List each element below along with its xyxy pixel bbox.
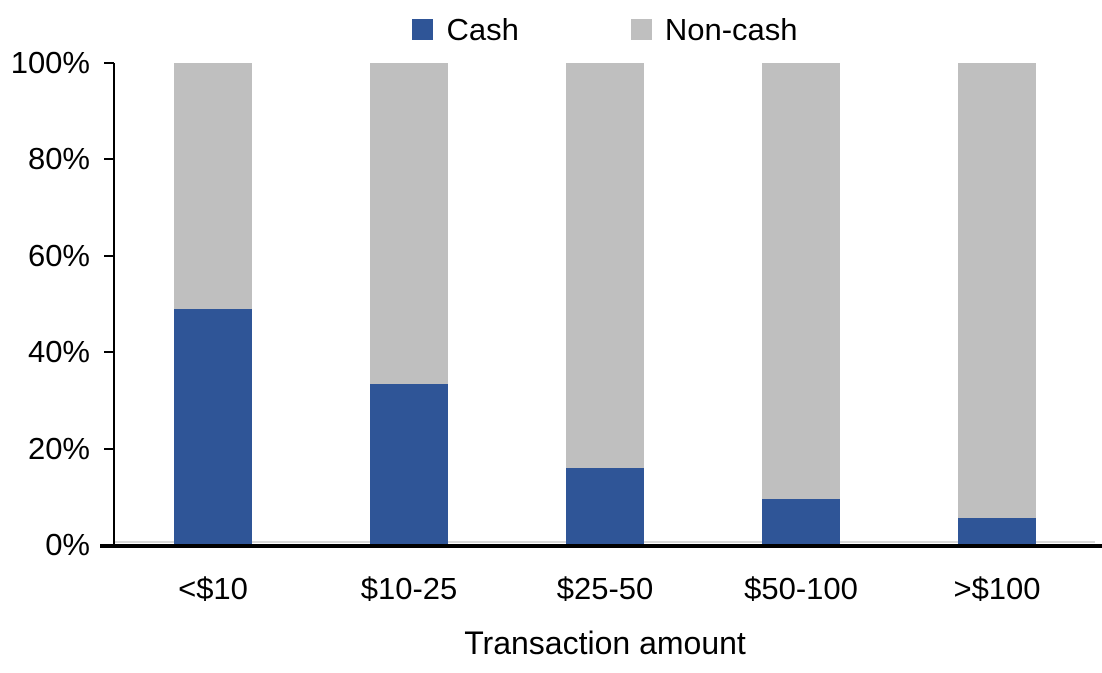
legend-label-cash: Cash: [446, 11, 519, 47]
y-tick-label: 60%: [27, 237, 90, 273]
y-axis-tick: [104, 351, 114, 354]
y-tick-label: 20%: [27, 430, 90, 466]
x-category-label: $10-25: [360, 571, 458, 606]
bar-segment-cash: [174, 308, 252, 545]
y-axis-tick: [104, 254, 114, 257]
legend-swatch-non-cash: [630, 18, 652, 40]
x-category-label: >$100: [953, 571, 1041, 606]
legend-swatch-cash: [412, 18, 434, 40]
chart-legend: Cash Non-cash: [115, 8, 1095, 50]
x-category-label: <$10: [178, 571, 248, 606]
x-category-label: $50-100: [744, 571, 858, 606]
x-axis-line: [100, 544, 1102, 548]
y-tick-label: 40%: [27, 334, 90, 370]
bar-segment-non-cash: [370, 63, 448, 384]
bar-segment-non-cash: [958, 63, 1036, 519]
bar-segment-non-cash: [762, 63, 840, 500]
bar-segment-cash: [958, 518, 1036, 545]
bar-segment-cash: [370, 383, 448, 545]
legend-label-non-cash: Non-cash: [664, 11, 798, 47]
bar-segment-cash: [566, 467, 644, 545]
x-axis-title: Transaction amount: [464, 625, 746, 661]
legend-item-cash: Cash: [412, 11, 519, 47]
y-axis-tick: [104, 158, 114, 161]
y-tick-label: 100%: [10, 45, 90, 80]
bar-segment-non-cash: [174, 63, 252, 309]
y-tick-label: 0%: [45, 527, 90, 562]
y-tick-label: 80%: [27, 141, 90, 177]
bar-segment-cash: [762, 499, 840, 545]
y-axis-line: [113, 63, 115, 547]
bar-segment-non-cash: [566, 63, 644, 468]
y-axis-tick: [104, 62, 114, 64]
legend-item-non-cash: Non-cash: [630, 11, 798, 47]
y-axis-tick: [104, 447, 114, 450]
x-category-label: $25-50: [556, 571, 654, 606]
